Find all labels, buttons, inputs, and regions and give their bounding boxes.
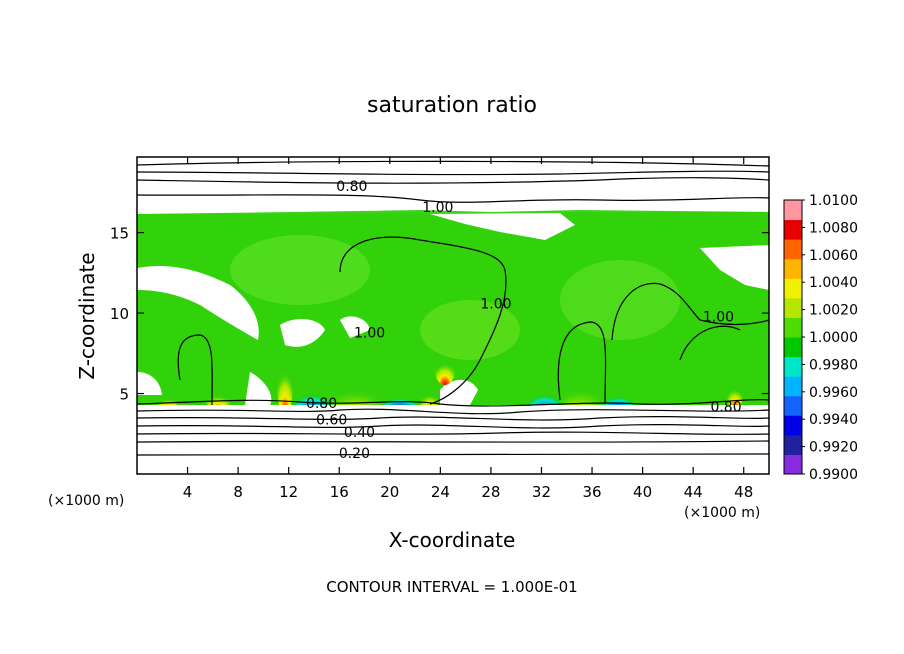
contour-label: 1.00 [354,325,385,341]
x-tick-label: 36 [582,483,601,501]
colorbar-swatch [784,239,802,260]
x-tick-label: 32 [532,483,551,501]
y-axis: 5 10 15 [110,225,769,404]
chart-title: saturation ratio [367,93,537,118]
x-axis: 4 8 12 16 20 24 28 32 36 40 44 48 [183,157,753,501]
x-tick-label: 24 [431,483,450,501]
colorbar-swatch [784,297,802,318]
colorbar-tick-label: 1.0000 [809,330,858,346]
colorbar-swatch [784,337,802,358]
heatmap-field [137,157,769,474]
x-tick-label: 48 [734,483,753,501]
colorbar-tick-label: 0.9960 [809,385,858,401]
colorbar-swatch [784,258,802,279]
contour-label: 0.60 [316,412,347,428]
colorbar-tick-label: 1.0040 [809,275,858,291]
x-tick-label: 12 [279,483,298,501]
x-tick-label: 16 [330,483,349,501]
x-tick-label: 44 [684,483,703,501]
colorbar-swatch [784,317,802,338]
contour-lines [137,160,769,456]
x-unit-label: (×1000 m) [684,505,760,521]
contour-label: 0.80 [306,396,337,412]
colorbar: 1.0100 1.0080 1.0060 1.0040 1.0020 1.0000 0.99… [783,193,858,483]
colorbar-swatch [784,356,802,377]
colorbar-swatch [784,395,802,416]
colorbar-tick-label: 1.0100 [809,193,858,209]
x-axis-label: X-coordinate [389,528,516,552]
colorbar-swatch [784,454,802,475]
x-tick-label: 8 [233,483,243,501]
y-tick-label: 5 [119,386,129,404]
contour-label: 1.00 [703,309,734,325]
y-tick-label: 10 [110,305,129,323]
contour-label: 0.40 [344,425,375,441]
colorbar-swatch [784,200,802,221]
x-tick-label: 4 [183,483,193,501]
colorbar-swatch [784,278,802,299]
colorbar-tick-label: 1.0080 [809,220,858,236]
contour-label: 0.80 [336,179,367,195]
colorbar-swatch [784,415,802,436]
y-tick-label: 15 [110,225,129,243]
colorbar-tick-label: 1.0020 [809,303,858,319]
colorbar-tick-label: 0.9900 [809,467,858,483]
colorbar-tick-label: 0.9920 [809,440,858,456]
z-unit-label: (×1000 m) [48,493,124,509]
x-tick-label: 28 [481,483,500,501]
contour-label: 0.20 [339,446,370,462]
x-tick-label: 20 [380,483,399,501]
plot-frame [136,156,770,475]
contour-label: 1.00 [480,296,511,312]
colorbar-swatch [784,219,802,240]
colorbar-tick-label: 1.0060 [809,248,858,264]
contour-label: 0.80 [710,399,741,415]
contour-label: 1.00 [422,200,453,216]
colorbar-tick-label: 0.9980 [809,357,858,373]
colorbar-swatch [784,376,802,397]
colorbar-swatch [784,434,802,455]
x-tick-label: 40 [633,483,652,501]
contour-labels: 0.801.001.001.001.000.800.600.400.200.80 [306,179,742,462]
y-axis-label: Z-coordinate [75,252,99,379]
contour-interval-note: CONTOUR INTERVAL = 1.000E-01 [326,578,577,596]
colorbar-tick-label: 0.9940 [809,412,858,428]
